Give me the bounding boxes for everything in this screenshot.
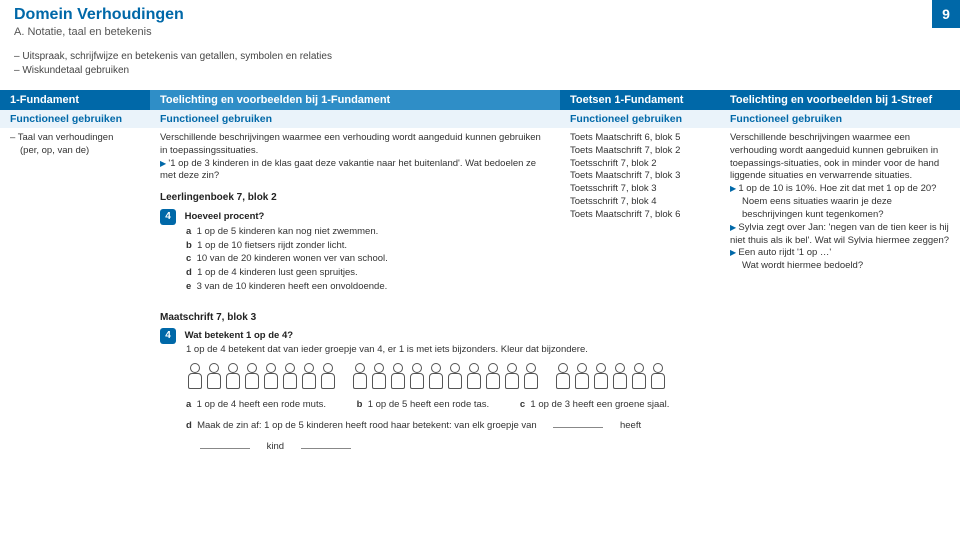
ans-b: b 1 op de 5 heeft een rode tas. <box>357 399 504 410</box>
toets-1: Toets Maatschrift 6, blok 5 <box>570 132 710 145</box>
band-col2: Toelichting en voorbeelden bij 1-Fundame… <box>150 90 560 110</box>
page-subtitle: A. Notatie, taal en betekenis <box>14 26 946 38</box>
intro-bullet: Uitspraak, schrijfwijze en betekenis van… <box>14 50 960 64</box>
col4-tri1a: 1 op de 10 is 10%. Hoe zit dat met 1 op … <box>730 183 950 196</box>
band-col1: 1-Fundament <box>0 90 150 110</box>
content-row: Taal van verhoudingen (per, op, van de) … <box>0 128 960 299</box>
exercise2-number: 4 <box>160 328 176 344</box>
col1-line1: Taal van verhoudingen <box>10 132 140 145</box>
row-col1: Taal van verhoudingen (per, op, van de) <box>0 128 150 299</box>
col2-intro: Verschillende beschrijvingen waarmee een… <box>160 132 550 158</box>
fill-blank <box>200 439 250 449</box>
subband-col2: Functioneel gebruiken <box>150 110 560 128</box>
row-col3: Toets Maatschrift 6, blok 5 Toets Maatsc… <box>560 128 720 299</box>
band-col4: Toelichting en voorbeelden bij 1-Streef <box>720 90 960 110</box>
toets-5: Toetsschrift 7, blok 3 <box>570 183 710 196</box>
col4-intro: Verschillende beschrijvingen waarmee een… <box>730 132 950 183</box>
exercise-2: 4 Wat betekent 1 op de 4? 1 op de 4 bete… <box>160 328 700 453</box>
intro-bullets: Uitspraak, schrijfwijze en betekenis van… <box>14 50 960 78</box>
leerlingen-title: Leerlingenboek 7, blok 2 <box>160 191 550 205</box>
exercise2-question: Wat betekent 1 op de 4? <box>185 330 293 341</box>
fill-blank <box>301 439 351 449</box>
ex1-e: e 3 van de 10 kinderen heeft een onvoldo… <box>186 281 550 294</box>
row-col4: Verschillende beschrijvingen waarmee een… <box>720 128 960 299</box>
answers-row: a 1 op de 4 heeft een rode muts. b 1 op … <box>186 399 700 412</box>
ex1-a: a 1 op de 5 kinderen kan nog niet zwemme… <box>186 226 550 239</box>
ex1-b: b 1 op de 10 fietsers rijdt zonder licht… <box>186 240 550 253</box>
fill-blank <box>553 418 603 428</box>
col4-tri3a: Een auto rijdt '1 op …' <box>730 247 950 260</box>
col1-line2: (per, op, van de) <box>20 145 140 158</box>
toets-4: Toets Maatschrift 7, blok 3 <box>570 170 710 183</box>
col4-tri1b: Noem eens situaties waarin je deze besch… <box>742 196 950 222</box>
subband-col1: Functioneel gebruiken <box>0 110 150 128</box>
row-col2: Verschillende beschrijvingen waarmee een… <box>150 128 560 299</box>
ans-a: a 1 op de 4 heeft een rode muts. <box>186 399 340 410</box>
col4-tri3b: Wat wordt hiermee bedoeld? <box>742 260 950 273</box>
exercise-1: 4 Hoeveel procent? a 1 op de 5 kinderen … <box>160 209 550 294</box>
exercise1-list: a 1 op de 5 kinderen kan nog niet zwemme… <box>186 226 550 294</box>
ex1-d: d 1 op de 4 kinderen lust geen spruitjes… <box>186 267 550 280</box>
kids-illustration <box>186 363 700 393</box>
ex1-c: c 10 van de 20 kinderen wonen ver van sc… <box>186 253 550 266</box>
maatschrift-row: Maatschrift 7, blok 3 4 Wat betekent 1 o… <box>0 299 960 458</box>
kid-group-a <box>186 363 337 393</box>
column-header-band: 1-Fundament Toelichting en voorbeelden b… <box>0 90 960 110</box>
subband-col4: Functioneel gebruiken <box>720 110 960 128</box>
subband-col3: Functioneel gebruiken <box>560 110 720 128</box>
exercise1-question: Hoeveel procent? <box>185 211 265 222</box>
toets-3: Toetsschrift 7, blok 2 <box>570 158 710 171</box>
exercise-number: 4 <box>160 209 176 225</box>
page-header: Domein Verhoudingen A. Notatie, taal en … <box>0 0 960 42</box>
maatschrift-content: Maatschrift 7, blok 3 4 Wat betekent 1 o… <box>150 299 960 458</box>
intro-bullet: Wiskundetaal gebruiken <box>14 64 960 78</box>
page-title: Domein Verhoudingen <box>14 6 946 24</box>
page-number-badge: 9 <box>932 0 960 28</box>
toets-2: Toets Maatschrift 7, blok 2 <box>570 145 710 158</box>
answer-d: d Maak de zin af: 1 op de 5 kinderen hee… <box>186 418 700 433</box>
col2-tri1: '1 op de 3 kinderen in de klas gaat deze… <box>160 158 550 184</box>
sub-header-band: Functioneel gebruiken Functioneel gebrui… <box>0 110 960 128</box>
band-col3: Toetsen 1-Fundament <box>560 90 720 110</box>
maatschrift-title: Maatschrift 7, blok 3 <box>160 311 700 325</box>
answer-d-cont: kind <box>200 439 700 454</box>
kid-group-c <box>554 363 667 393</box>
kid-group-b <box>351 363 540 393</box>
toets-6: Toetsschrift 7, blok 4 <box>570 196 710 209</box>
exercise2-hint: 1 op de 4 betekent dat van ieder groepje… <box>186 344 700 357</box>
col4-tri2: Sylvia zegt over Jan: 'negen van de tien… <box>730 222 950 248</box>
toets-7: Toets Maatschrift 7, blok 6 <box>570 209 710 222</box>
ans-c: c 1 op de 3 heeft een groene sjaal. <box>520 399 684 410</box>
